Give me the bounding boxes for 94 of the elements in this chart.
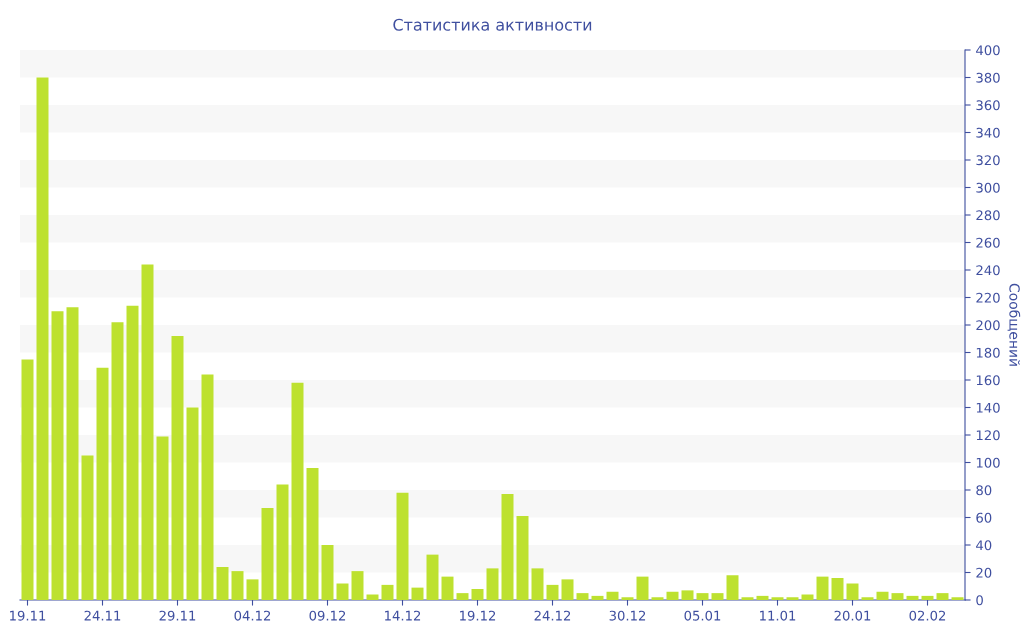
x-tick-label: 05.01 xyxy=(684,610,721,621)
bar xyxy=(351,571,364,600)
x-tick-label: 19.11 xyxy=(10,610,46,621)
bar xyxy=(111,322,124,600)
bar xyxy=(276,484,289,600)
y-tick-label: 160 xyxy=(976,375,1000,386)
bar xyxy=(711,593,724,600)
bar xyxy=(951,597,964,600)
bar xyxy=(546,584,559,600)
bar xyxy=(246,579,259,600)
y-tick-label: 300 xyxy=(976,182,1000,193)
y-tick-label: 100 xyxy=(976,457,1000,468)
y-tick-label: 0 xyxy=(976,595,983,606)
bar xyxy=(786,597,799,600)
bar xyxy=(231,571,244,600)
bar xyxy=(561,579,574,600)
y-axis-title: Сообщений xyxy=(1007,283,1021,366)
bar xyxy=(156,436,169,600)
bar xyxy=(81,455,94,600)
y-tick-label: 80 xyxy=(976,485,992,496)
bar xyxy=(426,554,439,600)
bar xyxy=(126,305,139,600)
x-tick-label: 09.12 xyxy=(309,610,346,621)
x-tick-label: 24.11 xyxy=(84,610,121,621)
bar xyxy=(846,583,859,600)
y-tick-label: 340 xyxy=(976,127,1000,138)
y-tick-label: 120 xyxy=(976,430,1000,441)
bar xyxy=(66,307,79,600)
bar xyxy=(816,576,829,600)
bar xyxy=(636,576,649,600)
bar xyxy=(396,492,409,600)
bar xyxy=(741,597,754,600)
x-tick-label: 20.01 xyxy=(834,610,871,621)
bar xyxy=(261,507,274,600)
bar xyxy=(606,591,619,600)
bar xyxy=(486,568,499,600)
x-tick-label: 14.12 xyxy=(385,610,421,621)
y-tick-label: 320 xyxy=(976,155,1000,166)
bar xyxy=(321,545,334,600)
bar xyxy=(831,578,844,600)
y-tick-label: 400 xyxy=(976,45,1000,56)
bar xyxy=(141,264,154,600)
bar xyxy=(96,367,109,600)
y-tick-label: 260 xyxy=(976,237,1000,248)
bar xyxy=(456,593,469,600)
bar xyxy=(411,587,424,600)
y-tick-label: 140 xyxy=(976,402,1000,413)
y-tick-label: 280 xyxy=(976,210,1000,221)
bar xyxy=(906,595,919,600)
y-tick-label: 180 xyxy=(976,347,1000,358)
bar xyxy=(651,597,664,600)
bar xyxy=(576,593,589,600)
bar xyxy=(21,359,34,600)
bar xyxy=(756,595,769,600)
bar xyxy=(726,575,739,600)
bar xyxy=(516,516,529,600)
bar xyxy=(681,590,694,600)
x-tick-label: 29.11 xyxy=(159,610,196,621)
bar xyxy=(861,597,874,600)
bar xyxy=(306,468,319,600)
y-tick-label: 40 xyxy=(976,540,992,551)
y-tick-label: 20 xyxy=(976,567,992,578)
bar xyxy=(531,568,544,600)
y-tick-label: 200 xyxy=(976,320,1000,331)
bar xyxy=(936,593,949,600)
bar xyxy=(891,593,904,600)
x-tick-label: 11.01 xyxy=(760,610,796,621)
bar xyxy=(186,407,199,600)
x-tick-label: 30.12 xyxy=(609,610,646,621)
y-tick-label: 220 xyxy=(976,292,1000,303)
x-tick-label: 19.12 xyxy=(460,610,496,621)
bar xyxy=(501,494,514,600)
bar xyxy=(441,576,454,600)
bar xyxy=(591,595,604,600)
chart-title: Статистика активности xyxy=(393,18,592,31)
bar xyxy=(51,311,64,600)
bar xyxy=(291,382,304,600)
y-tick-label: 240 xyxy=(976,265,1000,276)
bar xyxy=(696,593,709,600)
bar xyxy=(201,374,214,600)
y-tick-label: 60 xyxy=(976,512,992,523)
bar xyxy=(216,567,229,600)
bar xyxy=(381,584,394,600)
x-tick-label: 04.12 xyxy=(234,610,271,621)
bar xyxy=(171,336,184,600)
bar xyxy=(621,597,634,600)
y-tick-label: 380 xyxy=(976,72,1000,83)
x-tick-label: 02.02 xyxy=(909,610,946,621)
bar xyxy=(36,77,49,600)
x-tick-label: 24.12 xyxy=(534,610,571,621)
bar xyxy=(921,595,934,600)
y-tick-label: 360 xyxy=(976,100,1000,111)
bar xyxy=(771,597,784,600)
bar xyxy=(471,589,484,600)
